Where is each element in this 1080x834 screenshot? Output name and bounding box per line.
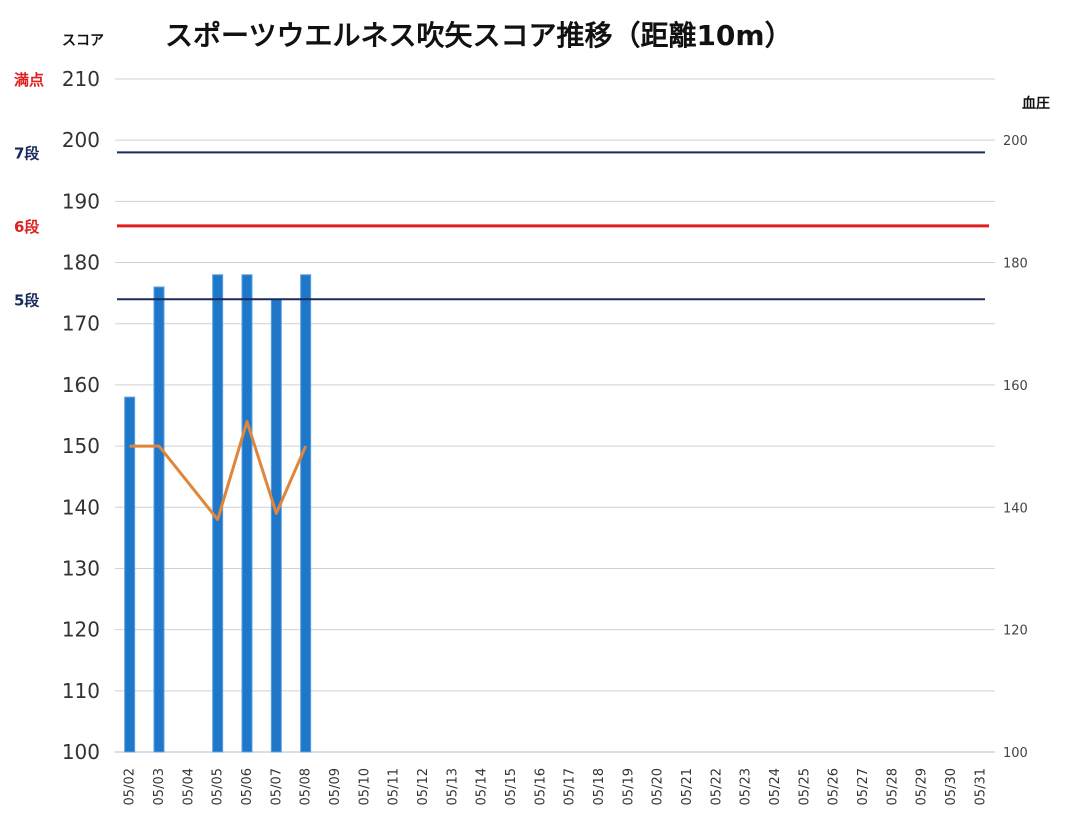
x-tick-label: 05/11	[387, 768, 402, 805]
y-tick-right-label: 200	[1003, 134, 1028, 149]
bar	[241, 274, 253, 753]
y-tick-left-label: 190	[62, 189, 100, 213]
reference-line-label: 5段	[14, 291, 39, 309]
x-tick-label: 05/17	[563, 768, 578, 805]
x-tick-label: 05/05	[211, 768, 226, 805]
y-tick-right-label: 180	[1003, 257, 1028, 272]
x-tick-label: 05/24	[768, 768, 783, 805]
x-tick-label: 05/15	[504, 768, 519, 805]
y-tick-left-label: 140	[62, 495, 100, 519]
x-tick-label: 05/14	[475, 768, 490, 805]
y-tick-left-label: 130	[62, 556, 100, 580]
bar	[270, 298, 282, 753]
x-tick-label: 05/08	[299, 768, 314, 805]
y-tick-left-label: 120	[62, 618, 100, 642]
reference-line-label: 6段	[14, 218, 39, 236]
x-tick-label: 05/16	[533, 768, 548, 805]
x-tick-label: 05/31	[973, 768, 988, 805]
x-tick-label: 05/12	[416, 768, 431, 805]
y-tick-left-label: 170	[62, 312, 100, 336]
x-tick-label: 05/29	[915, 768, 930, 805]
x-tick-label: 05/25	[797, 768, 812, 805]
x-tick-label: 05/27	[856, 768, 871, 805]
x-tick-label: 05/23	[739, 768, 754, 805]
line-series	[129, 420, 308, 522]
chart-title: スポーツウエルネス吹矢スコア推移（距離10m）	[165, 19, 793, 52]
x-tick-label: 05/18	[592, 768, 607, 805]
x-tick-label: 05/02	[123, 768, 138, 805]
x-tick-label: 05/28	[885, 768, 900, 805]
x-tick-label: 05/10	[357, 768, 372, 805]
x-tick-label: 05/30	[944, 768, 959, 805]
bar	[300, 274, 312, 753]
y-axis-left-title: スコア	[62, 33, 104, 49]
x-tick-label: 05/09	[328, 768, 343, 805]
x-tick-label: 05/04	[181, 768, 196, 805]
reference-line-label: 満点	[14, 71, 44, 89]
y-tick-left-label: 150	[62, 434, 100, 458]
x-tick-label: 05/07	[269, 768, 284, 805]
x-tick-label: 05/19	[621, 768, 636, 805]
y-tick-left-label: 160	[62, 373, 100, 397]
x-tick-label: 05/21	[680, 768, 695, 805]
x-tick-label: 05/20	[651, 768, 666, 805]
x-tick-label: 05/06	[240, 768, 255, 805]
x-tick-label: 05/26	[827, 768, 842, 805]
x-tick-label: 05/22	[709, 768, 724, 805]
bar	[124, 396, 136, 753]
y-tick-right-label: 120	[1003, 624, 1028, 639]
x-tick-label: 05/03	[152, 768, 167, 805]
y-tick-left-label: 100	[62, 740, 100, 764]
y-tick-right-label: 160	[1003, 379, 1028, 394]
y-tick-right-label: 140	[1003, 501, 1028, 516]
y-tick-left-label: 210	[62, 67, 100, 91]
bar	[153, 286, 165, 753]
y-tick-left-label: 110	[62, 679, 100, 703]
y-tick-right-label: 100	[1003, 746, 1028, 761]
x-tick-label: 05/13	[445, 768, 460, 805]
y-tick-left-label: 200	[62, 128, 100, 152]
reference-line-label: 7段	[14, 144, 39, 162]
y-axis-right-title: 血圧	[1022, 95, 1050, 112]
y-tick-left-label: 180	[62, 251, 100, 275]
